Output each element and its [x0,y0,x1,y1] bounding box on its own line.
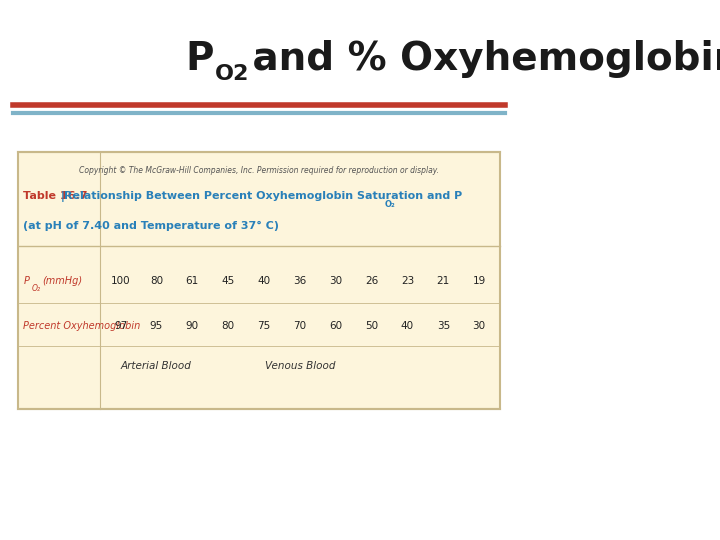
Text: 26: 26 [365,276,378,286]
Text: 100: 100 [111,276,130,286]
Text: P: P [23,276,29,286]
Text: Percent Oxyhemoglobin: Percent Oxyhemoglobin [23,321,140,331]
Text: 21: 21 [437,276,450,286]
Text: Relationship Between Percent Oxyhemoglobin Saturation and P: Relationship Between Percent Oxyhemoglob… [64,191,462,201]
Text: (at pH of 7.40 and Temperature of 37° C): (at pH of 7.40 and Temperature of 37° C) [23,221,279,231]
Text: 19: 19 [472,276,486,286]
Text: 97: 97 [114,321,127,331]
Text: O₂: O₂ [32,284,40,293]
Text: 40: 40 [401,321,414,331]
Text: 80: 80 [222,321,235,331]
Text: P: P [185,40,214,78]
Text: |: | [57,191,68,202]
Text: Venous Blood: Venous Blood [265,361,335,371]
Text: 23: 23 [401,276,414,286]
Text: 45: 45 [222,276,235,286]
Text: 30: 30 [472,321,486,331]
Text: 50: 50 [365,321,378,331]
Text: 60: 60 [329,321,342,331]
Text: 36: 36 [293,276,307,286]
Text: 30: 30 [329,276,342,286]
Text: Table 16.7: Table 16.7 [23,191,88,201]
Text: Arterial Blood: Arterial Blood [121,361,192,371]
Text: 90: 90 [186,321,199,331]
Text: O2: O2 [215,64,250,84]
Text: 35: 35 [437,321,450,331]
Text: 61: 61 [186,276,199,286]
Text: O₂: O₂ [384,200,395,210]
Text: 40: 40 [258,276,271,286]
Text: Copyright © The McGraw-Hill Companies, Inc. Permission required for reproduction: Copyright © The McGraw-Hill Companies, I… [79,166,439,175]
Text: 75: 75 [258,321,271,331]
FancyBboxPatch shape [18,152,500,409]
Text: 95: 95 [150,321,163,331]
Text: 70: 70 [293,321,307,331]
Text: (mmHg): (mmHg) [42,276,83,286]
Text: and % Oxyhemoglobin: and % Oxyhemoglobin [240,40,720,78]
Text: 80: 80 [150,276,163,286]
